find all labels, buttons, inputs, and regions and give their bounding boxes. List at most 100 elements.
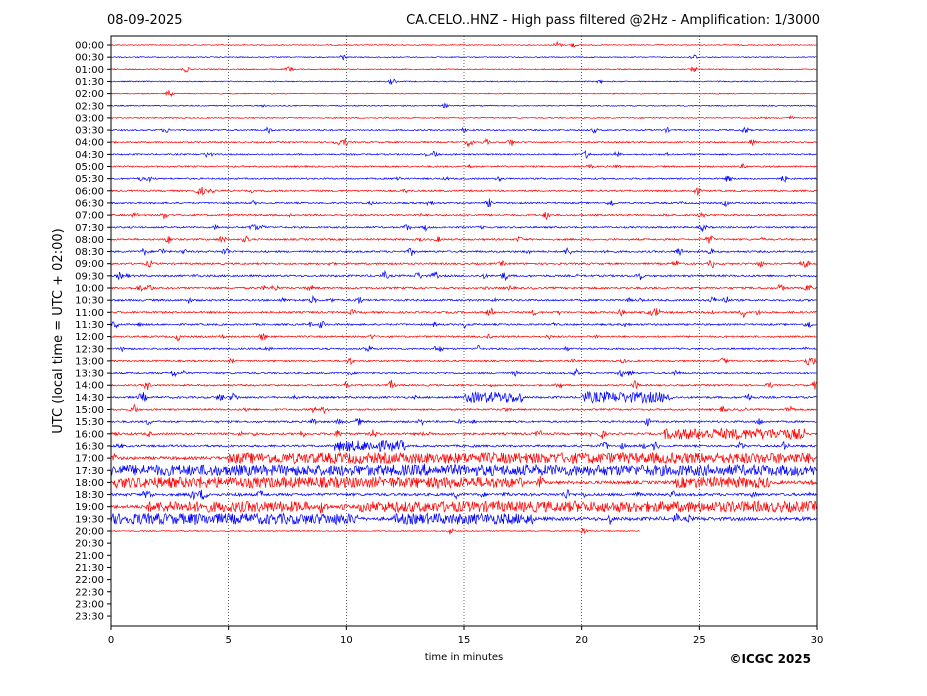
- y-tick-label-8: 04:00: [75, 138, 104, 149]
- y-tick-label-22: 11:00: [75, 308, 104, 319]
- trace-1130: [110, 321, 817, 330]
- trace-0430: [110, 149, 817, 159]
- trace-0830: [110, 247, 817, 256]
- y-tick-label-12: 06:00: [75, 186, 104, 197]
- trace-1330: [110, 367, 817, 378]
- y-tick-label-2: 01:00: [75, 65, 104, 76]
- y-tick-label-20: 10:00: [75, 284, 104, 295]
- trace-1030: [110, 294, 817, 304]
- y-tick-label-4: 02:00: [75, 89, 104, 100]
- y-tick-label-0: 00:00: [75, 41, 104, 52]
- trace-1800: [110, 475, 817, 490]
- y-tick-label-28: 14:00: [75, 381, 104, 392]
- x-tick-label-0: 0: [108, 635, 114, 646]
- y-tick-label-46: 23:00: [75, 599, 104, 610]
- x-tick-label-2: 10: [340, 635, 353, 646]
- time-gridlines: [228, 36, 700, 626]
- y-tick-label-10: 05:00: [75, 162, 104, 173]
- trace-1900: [110, 500, 817, 514]
- y-tick-label-41: 20:30: [75, 539, 104, 550]
- chart-title: CA.CELO..HNZ - High pass filtered @2Hz -…: [406, 13, 820, 28]
- x-tick-label-1: 5: [225, 635, 231, 646]
- trace-0330: [110, 126, 817, 135]
- y-tick-label-43: 21:30: [75, 563, 104, 574]
- y-tick-label-11: 05:30: [75, 174, 104, 185]
- y-tick-label-35: 17:30: [75, 466, 104, 477]
- date-label: 08-09-2025: [107, 13, 183, 28]
- y-tick-label-1: 00:30: [75, 53, 104, 64]
- trace-0730: [110, 223, 817, 233]
- y-tick-label-7: 03:30: [75, 126, 104, 137]
- trace-1600: [110, 427, 817, 441]
- copyright-label: ©ICGC 2025: [729, 652, 811, 666]
- trace-0300: [110, 114, 817, 120]
- y-tick-label-24: 12:00: [75, 332, 104, 343]
- y-tick-label-13: 06:30: [75, 198, 104, 209]
- x-tick-label-6: 30: [811, 635, 824, 646]
- y-tick-label-3: 01:30: [75, 77, 104, 88]
- trace-0230: [110, 102, 817, 109]
- y-tick-label-38: 19:00: [75, 502, 104, 513]
- trace-1100: [110, 307, 817, 319]
- y-tick-label-17: 08:30: [75, 247, 104, 258]
- y-tick-label-45: 22:30: [75, 587, 104, 598]
- y-tick-label-39: 19:30: [75, 514, 104, 525]
- trace-1700: [110, 451, 817, 465]
- y-tick-label-5: 02:30: [75, 101, 104, 112]
- y-tick-label-33: 16:30: [75, 441, 104, 452]
- x-tick-label-3: 15: [458, 635, 471, 646]
- x-tick-label-5: 25: [693, 635, 706, 646]
- y-tick-label-40: 20:00: [75, 527, 104, 538]
- trace-0630: [110, 198, 817, 208]
- y-tick-label-14: 07:00: [75, 211, 104, 222]
- y-tick-label-29: 14:30: [75, 393, 104, 404]
- seismic-traces: [110, 41, 817, 535]
- trace-1630: [110, 439, 817, 453]
- y-tick-label-47: 23:30: [75, 612, 104, 623]
- y-tick-label-32: 16:00: [75, 429, 104, 440]
- y-tick-label-42: 21:00: [75, 551, 104, 562]
- y-tick-label-16: 08:00: [75, 235, 104, 246]
- x-tick-label-4: 20: [575, 635, 588, 646]
- trace-0500: [110, 163, 817, 169]
- trace-0130: [110, 78, 817, 85]
- x-axis-label: time in minutes: [425, 652, 504, 663]
- y-tick-label-19: 09:30: [75, 271, 104, 282]
- y-tick-label-23: 11:30: [75, 320, 104, 331]
- trace-2000: [110, 527, 640, 535]
- y-tick-label-26: 13:00: [75, 356, 104, 367]
- y-tick-label-21: 10:30: [75, 296, 104, 307]
- y-tick-label-18: 09:00: [75, 259, 104, 270]
- y-tick-label-34: 17:00: [75, 454, 104, 465]
- trace-1530: [110, 418, 817, 427]
- y-tick-label-6: 03:00: [75, 113, 104, 124]
- trace-1500: [110, 403, 817, 414]
- trace-0530: [110, 175, 817, 183]
- trace-0200: [110, 90, 817, 98]
- y-tick-label-44: 22:00: [75, 575, 104, 586]
- trace-0400: [110, 137, 817, 148]
- trace-0030: [110, 54, 817, 61]
- y-tick-label-15: 07:30: [75, 223, 104, 234]
- trace-1200: [110, 333, 817, 342]
- trace-0800: [110, 235, 817, 244]
- y-tick-label-31: 15:30: [75, 417, 104, 428]
- trace-0000: [110, 41, 817, 48]
- trace-0900: [110, 260, 817, 269]
- trace-1000: [110, 283, 817, 292]
- x-tick-labels: 0 5 10 15 20 25 30: [108, 626, 824, 646]
- plot-frame: [110, 35, 818, 627]
- trace-1430: [110, 390, 817, 404]
- trace-0600: [110, 186, 817, 196]
- trace-1830: [110, 488, 817, 501]
- trace-0700: [110, 211, 817, 221]
- trace-1400: [110, 379, 817, 391]
- y-tick-label-37: 18:30: [75, 490, 104, 501]
- y-tick-label-9: 04:30: [75, 150, 104, 161]
- y-tick-label-25: 12:30: [75, 344, 104, 355]
- y-tick-label-27: 13:30: [75, 369, 104, 380]
- trace-1230: [110, 344, 817, 353]
- trace-0100: [110, 66, 817, 73]
- trace-0930: [110, 270, 817, 282]
